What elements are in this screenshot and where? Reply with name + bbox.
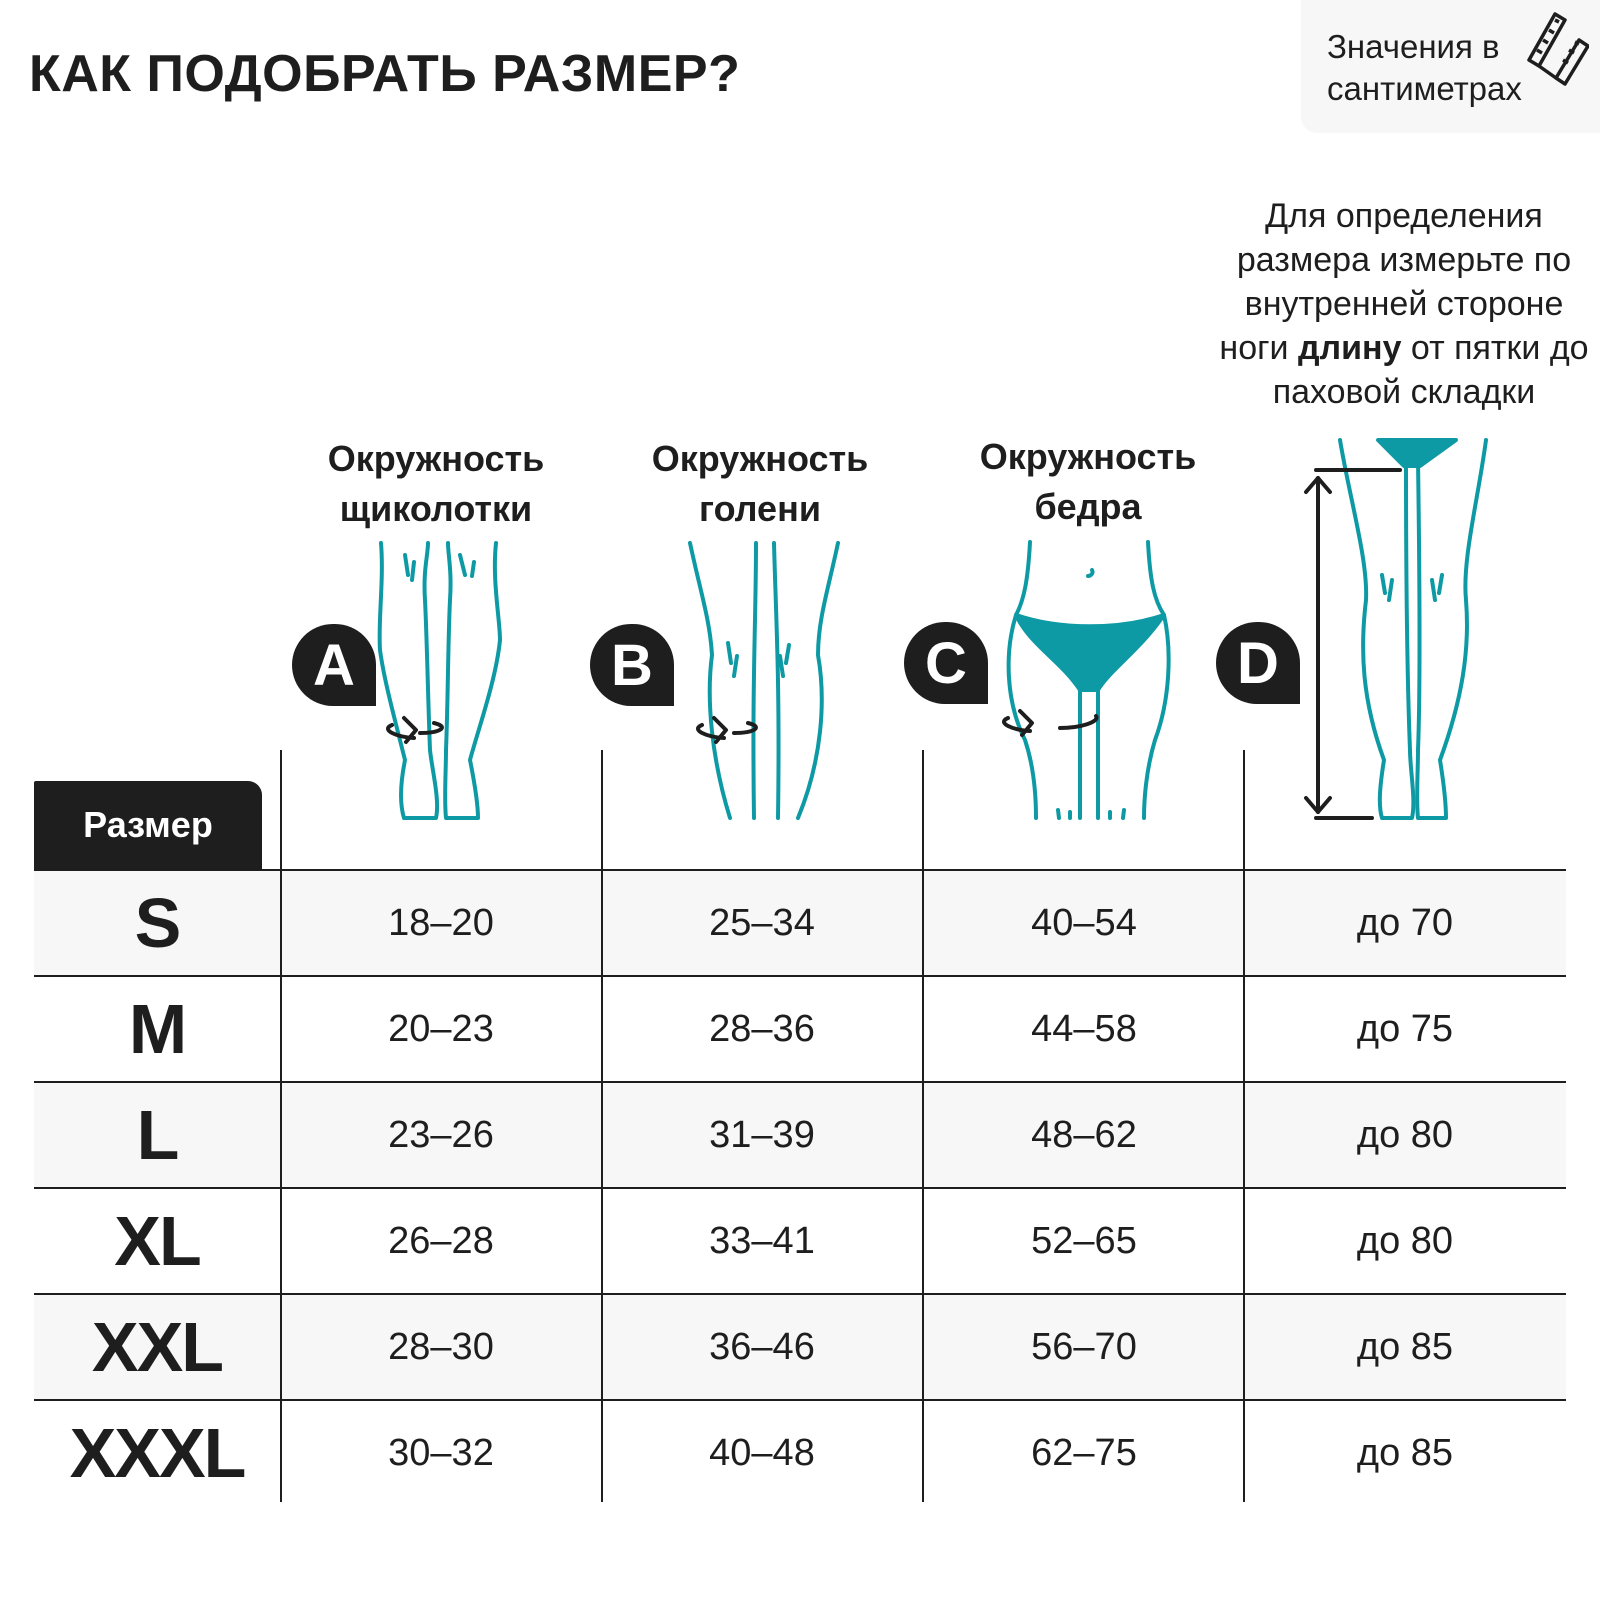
size-label: XXXL — [69, 1414, 247, 1492]
measurement-cell-b: 40–48 — [709, 1432, 815, 1474]
measurement-cell-a: 30–32 — [388, 1432, 494, 1474]
measurement-cell-c: 52–65 — [1031, 1220, 1137, 1262]
units-note: Значения в сантиметрах — [1301, 0, 1600, 133]
column-heading-thigh: Окружность бедра — [979, 436, 1197, 527]
measuring-tape-icon — [1527, 12, 1589, 86]
table-row: XL 26–28 33–41 52–65 до 80 — [34, 1187, 1566, 1293]
badge-c: C — [904, 622, 988, 704]
calf-illustration — [688, 541, 840, 820]
measurement-cell-c: 48–62 — [1031, 1114, 1137, 1156]
badge-d: D — [1216, 622, 1300, 704]
column-heading-calf: Окружность голени — [651, 438, 869, 529]
measurement-cell-d: до 80 — [1356, 1220, 1454, 1262]
size-label: XXL — [91, 1308, 224, 1386]
measurement-cell-d: до 70 — [1356, 902, 1454, 944]
measurement-cell-a: 23–26 — [388, 1114, 494, 1156]
column-heading-ankle: Окружность щиколотки — [327, 438, 545, 529]
measurement-cell-c: 40–54 — [1031, 902, 1137, 944]
measurement-cell-a: 28–30 — [388, 1326, 494, 1368]
measurement-cell-d: до 85 — [1356, 1326, 1454, 1368]
table-row: XXXL 30–32 40–48 62–75 до 85 — [34, 1399, 1566, 1505]
instruction-text-end: от пятки до паховой складки — [1272, 329, 1589, 411]
table-row: XXL 28–30 36–46 56–70 до 85 — [34, 1293, 1566, 1399]
size-header: Размер — [34, 781, 262, 869]
size-label: S — [134, 884, 182, 962]
measurement-cell-d: до 75 — [1356, 1008, 1454, 1050]
column-divider — [1243, 750, 1245, 1502]
measurement-cell-c: 62–75 — [1031, 1432, 1137, 1474]
measurement-cell-b: 36–46 — [709, 1326, 815, 1368]
measurement-cell-b: 25–34 — [709, 902, 815, 944]
measurement-cell-d: до 80 — [1356, 1114, 1454, 1156]
size-label: XL — [114, 1202, 201, 1280]
ankle-illustration — [377, 541, 502, 820]
table-row: M 20–23 28–36 44–58 до 75 — [34, 975, 1566, 1081]
measurement-cell-a: 20–23 — [388, 1008, 494, 1050]
measurement-cell-b: 33–41 — [709, 1220, 815, 1262]
instruction-bold: длину — [1297, 329, 1402, 367]
measurement-cell-c: 44–58 — [1031, 1008, 1137, 1050]
badge-a: A — [292, 624, 376, 706]
measurement-cell-b: 31–39 — [709, 1114, 815, 1156]
leg-length-illustration — [1304, 438, 1488, 820]
units-line2: сантиметрах — [1327, 70, 1522, 107]
instruction-text: Для определения размера измерьте по внут… — [1219, 197, 1572, 367]
table-row: L 23–26 31–39 48–62 до 80 — [34, 1081, 1566, 1187]
size-label: L — [136, 1096, 180, 1174]
column-divider — [280, 750, 282, 1502]
thigh-illustration — [1001, 540, 1171, 820]
table-row: S 18–20 25–34 40–54 до 70 — [34, 869, 1566, 975]
measurement-cell-b: 28–36 — [709, 1008, 815, 1050]
size-label: M — [128, 990, 187, 1068]
measurement-cell-a: 26–28 — [388, 1220, 494, 1262]
measurement-cell-d: до 85 — [1356, 1432, 1454, 1474]
measurement-cell-a: 18–20 — [388, 902, 494, 944]
column-divider — [601, 750, 603, 1502]
units-line1: Значения в — [1327, 28, 1500, 65]
page-title: КАК ПОДОБРАТЬ РАЗМЕР? — [29, 45, 741, 103]
badge-b: B — [590, 624, 674, 706]
measurement-instruction: Для определения размера измерьте по внут… — [1214, 194, 1594, 414]
column-divider — [922, 750, 924, 1502]
measurement-cell-c: 56–70 — [1031, 1326, 1137, 1368]
